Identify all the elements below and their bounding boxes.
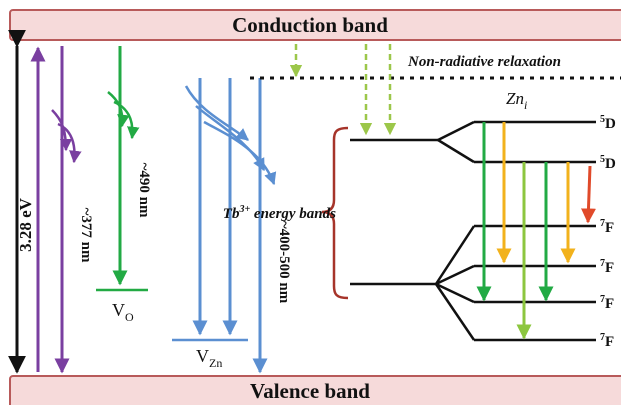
uv-curved-arrow-1	[51, 109, 73, 152]
bandgap-label: 3.28 eV	[16, 197, 35, 252]
zni-label: Zni	[506, 89, 527, 112]
tb-5d-split-down	[437, 138, 475, 164]
tb-transition-red	[580, 165, 596, 224]
tb-7f-split-3	[435, 282, 475, 304]
tb-7f-split-4	[434, 283, 476, 341]
vzn-curved-arrow-1	[184, 85, 249, 141]
uv-curved-arrow-2	[57, 122, 82, 164]
vzn-curved-arrow-2	[195, 105, 266, 172]
tb-brace	[321, 126, 349, 300]
vzn-curved-arrow-3	[203, 120, 277, 186]
tb-energy-bands-label: Tb3+ energy bands	[223, 204, 336, 222]
conduction-band-label: Conduction band	[232, 13, 388, 37]
wl-377-label: ~377 nm	[78, 208, 94, 263]
vzn-label: VZn	[196, 346, 222, 370]
tb-7f-split-1	[434, 225, 476, 285]
level-label-7f-2: 7F	[600, 258, 614, 276]
tb-5d-split-up	[437, 120, 475, 142]
conduction-band	[9, 9, 621, 41]
wl-400-500-label: ~400-500 nm	[276, 221, 292, 304]
level-label-5d3: 5D	[600, 154, 616, 172]
non-radiative-label: Non-radiative relaxation	[407, 54, 561, 70]
valence-band-label: Valence band	[250, 379, 370, 403]
valence-band	[9, 375, 621, 405]
level-label-7f-3: 7F	[600, 294, 614, 312]
level-label-5d4: 5D	[600, 114, 616, 132]
wl-490-label: ~490 nm	[136, 163, 152, 218]
vo-label: VO	[112, 300, 134, 324]
level-label-7f-4: 7F	[600, 332, 614, 350]
vo-curved-arrow-2	[113, 100, 140, 140]
tb-7f-split-2	[435, 264, 475, 286]
level-label-7f-1: 7F	[600, 218, 614, 236]
